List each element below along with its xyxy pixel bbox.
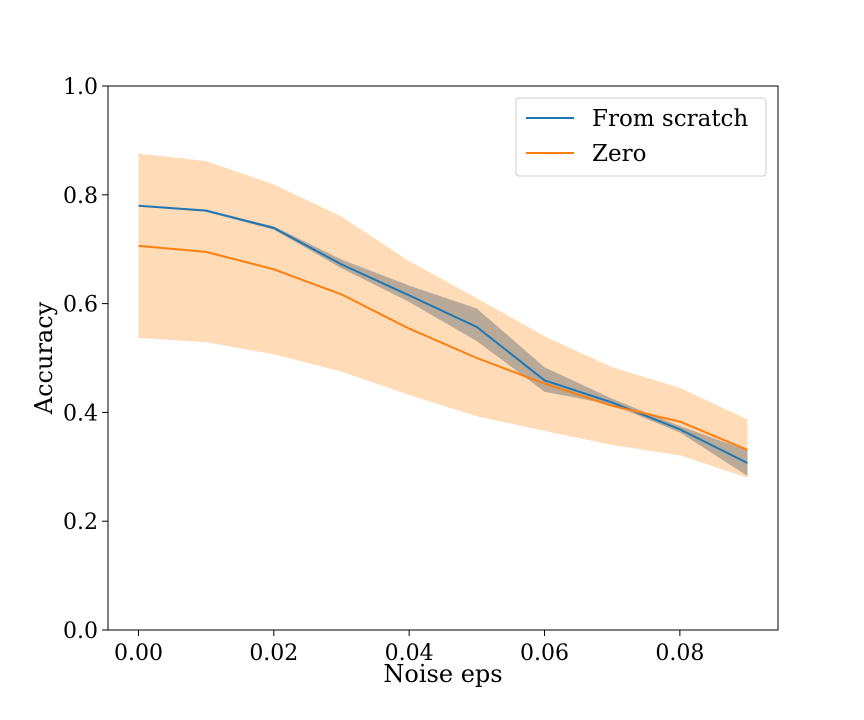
y-tick-label: 0.0 (63, 619, 98, 644)
legend-box (515, 97, 767, 177)
series-lines (138, 204, 748, 464)
y-tick-label: 0.6 (63, 293, 98, 318)
x-axis-ticks: 0.00 0.02 0.04 0.06 0.08 (114, 630, 704, 666)
legend-label: From scratch (592, 106, 748, 132)
series-line-zero (138, 244, 748, 451)
legend-label: Zero (592, 141, 646, 167)
x-tick-label: 0.06 (520, 641, 569, 666)
y-tick-label: 1.0 (63, 75, 98, 100)
x-axis-label: Noise eps (383, 660, 502, 688)
confidence-bands (138, 153, 748, 478)
y-axis-ticks: 0.0 0.2 0.4 0.6 0.8 1.0 (63, 75, 108, 644)
legend: From scratch Zero (515, 97, 767, 177)
plot-frame (107, 85, 779, 631)
x-tick-label: 0.04 (385, 641, 434, 666)
x-tick-label: 0.08 (655, 641, 704, 666)
y-axis-label: Accuracy (30, 301, 58, 415)
y-tick-label: 0.8 (63, 184, 98, 209)
y-tick-label: 0.4 (63, 401, 98, 426)
y-tick-label: 0.2 (63, 510, 98, 535)
series-line-from-scratch (138, 204, 748, 464)
x-tick-label: 0.00 (114, 641, 163, 666)
x-tick-label: 0.02 (249, 641, 298, 666)
